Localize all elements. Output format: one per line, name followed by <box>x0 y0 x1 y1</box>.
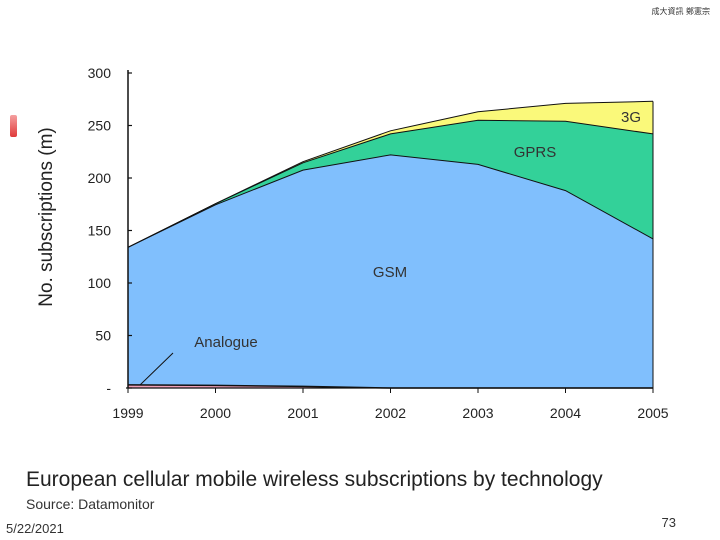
y-tick-label: 100 <box>88 275 112 291</box>
area-3g <box>128 101 653 248</box>
area-gsm <box>128 154 653 388</box>
area-gprs <box>128 120 653 248</box>
area-analogue <box>128 384 653 388</box>
x-tick-label: 1999 <box>112 405 143 421</box>
x-tick-label: 2002 <box>375 405 406 421</box>
chart-title: European cellular mobile wireless subscr… <box>26 468 603 491</box>
x-tick-label: 2003 <box>462 405 493 421</box>
chart-source: Source: Datamonitor <box>26 496 155 512</box>
footer-date: 5/22/2021 <box>6 521 64 536</box>
boundary-gsm <box>127 154 654 248</box>
series-label-gprs: GPRS <box>514 144 557 161</box>
y-axis-label: No. subscriptions (m) <box>36 127 57 307</box>
series-label-analogue: Analogue <box>194 334 257 351</box>
x-tick-label: 2000 <box>200 405 231 421</box>
header-note: 成大資訊 鄭憲宗 <box>651 7 710 16</box>
series-label-3g: 3G <box>621 109 641 126</box>
y-tick-label: 150 <box>88 223 112 239</box>
chart-areas <box>127 100 654 389</box>
analogue-leader-line <box>139 352 174 386</box>
series-label-gsm: GSM <box>373 264 407 281</box>
red-bullet-mark <box>10 115 17 137</box>
x-tick-label: 2001 <box>287 405 318 421</box>
y-tick-label: 300 <box>88 65 112 81</box>
y-tick-label: 200 <box>88 170 112 186</box>
y-tick-label: - <box>106 380 111 396</box>
chart-axes: 300 250 200 150 100 50 -1999 2000 2001 2002 2003 20… <box>36 65 669 421</box>
chart-labels: GSM GPRS 3G Analogue <box>139 109 641 386</box>
page-number: 73 <box>661 515 676 530</box>
x-tick-label: 2005 <box>637 405 668 421</box>
boundary-3g <box>127 100 654 248</box>
y-tick-label: 50 <box>95 328 111 344</box>
x-tick-label: 2004 <box>550 405 581 421</box>
y-tick-label: 250 <box>88 118 112 134</box>
